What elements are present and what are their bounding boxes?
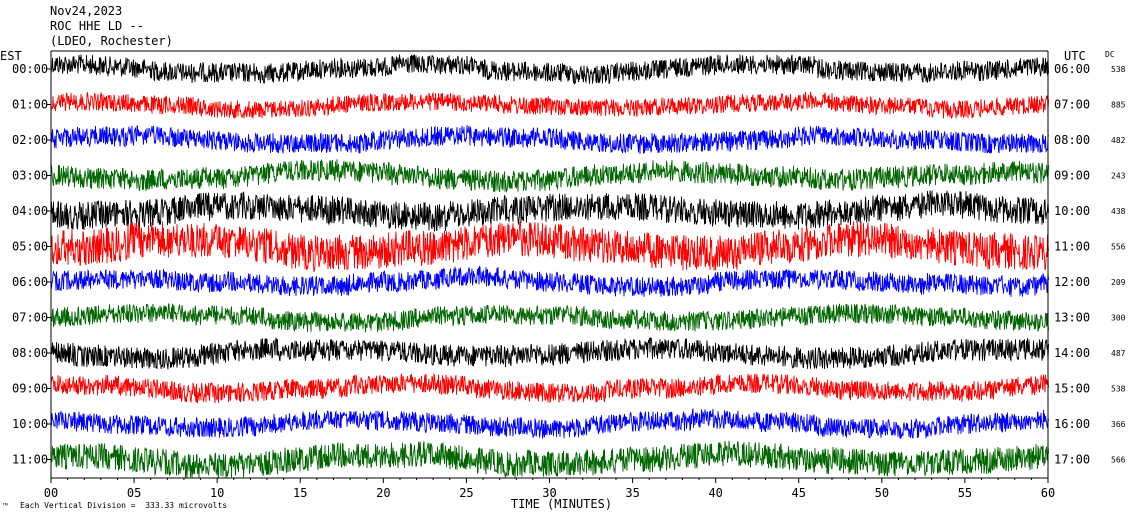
dc-value: 885 <box>1111 101 1126 110</box>
dc-value: 243 <box>1111 172 1126 181</box>
est-hour-label: 03:00 <box>12 169 48 183</box>
trace-0400 <box>50 190 1049 232</box>
est-hour-label: 02:00 <box>12 133 48 147</box>
est-hour-label: 08:00 <box>12 346 48 360</box>
trace-0300 <box>50 159 1049 194</box>
x-tick-label: 45 <box>792 486 806 500</box>
trace-0700 <box>50 303 1049 333</box>
trace-0600 <box>50 265 1049 297</box>
x-tick-label: 50 <box>875 486 889 500</box>
x-tick-label: 35 <box>625 486 639 500</box>
utc-hour-label: 06:00 <box>1054 62 1090 76</box>
corner-mark: ™ <box>3 502 8 511</box>
dc-value: 566 <box>1111 456 1126 465</box>
est-hour-label: 05:00 <box>12 240 48 254</box>
network-name: (LDEO, Rochester) <box>50 34 173 48</box>
x-tick-label: 10 <box>210 486 224 500</box>
x-axis-label: TIME (MINUTES) <box>511 497 612 511</box>
dc-value: 538 <box>1111 385 1126 394</box>
trace-0100 <box>50 91 1049 119</box>
dc-value: 487 <box>1111 349 1126 358</box>
x-tick-label: 20 <box>376 486 390 500</box>
axis-labels: 00 05 10 15 20 25 30 35 40 45 50 55 60 TIME (MINUTES)… <box>0 49 1126 511</box>
utc-hour-label: 10:00 <box>1054 204 1090 218</box>
dc-value: 438 <box>1111 207 1126 216</box>
est-hour-label: 10:00 <box>12 417 48 431</box>
dc-value: 556 <box>1111 243 1126 252</box>
station-code: ROC HHE LD -- <box>50 19 144 33</box>
dc-title: DC <box>1105 50 1115 59</box>
x-tick-label: 15 <box>293 486 307 500</box>
dc-value: 209 <box>1111 278 1126 287</box>
est-hour-label: 04:00 <box>12 204 48 218</box>
utc-hour-label: 11:00 <box>1054 240 1090 254</box>
trace-0200 <box>50 124 1049 154</box>
scale-note: Each Vertical Division = 333.33 microvol… <box>20 501 228 510</box>
est-hour-label: 00:00 <box>12 62 48 76</box>
utc-hour-label: 14:00 <box>1054 346 1090 360</box>
x-tick-label: 25 <box>459 486 473 500</box>
x-tick-label: 30 <box>542 486 556 500</box>
est-hour-label: 01:00 <box>12 98 48 112</box>
utc-hour-label: 15:00 <box>1054 382 1090 396</box>
trace-0900 <box>50 372 1049 404</box>
utc-hour-label: 12:00 <box>1054 275 1090 289</box>
utc-hour-label: 16:00 <box>1054 417 1090 431</box>
x-tick-label: 40 <box>708 486 722 500</box>
trace-0500 <box>50 221 1049 273</box>
utc-hour-label: 08:00 <box>1054 133 1090 147</box>
trace-1100 <box>50 440 1049 479</box>
seismic-traces <box>50 54 1049 479</box>
dc-value: 300 <box>1111 314 1126 323</box>
x-tick-label: 55 <box>958 486 972 500</box>
utc-hour-label: 07:00 <box>1054 98 1090 112</box>
left-axis-title: EST <box>0 49 22 63</box>
est-hour-label: 06:00 <box>12 275 48 289</box>
est-hour-label: 11:00 <box>12 453 48 467</box>
right-axis-title: UTC <box>1064 49 1086 63</box>
dc-value: 482 <box>1111 136 1126 145</box>
x-tick-label: 00 <box>44 486 58 500</box>
plot-frame <box>47 50 1049 483</box>
dc-value: 366 <box>1111 420 1126 429</box>
est-hour-label: 07:00 <box>12 311 48 325</box>
utc-hour-label: 17:00 <box>1054 453 1090 467</box>
plot-date: Nov24,2023 <box>50 4 123 18</box>
trace-0800 <box>50 337 1049 370</box>
est-hour-label: 09:00 <box>12 382 48 396</box>
x-tick-label: 60 <box>1041 486 1055 500</box>
trace-1000 <box>50 407 1049 440</box>
utc-hour-label: 13:00 <box>1054 311 1090 325</box>
dc-value: 538 <box>1111 65 1126 74</box>
utc-hour-label: 09:00 <box>1054 169 1090 183</box>
x-tick-label: 05 <box>127 486 141 500</box>
trace-0000 <box>50 54 1049 85</box>
